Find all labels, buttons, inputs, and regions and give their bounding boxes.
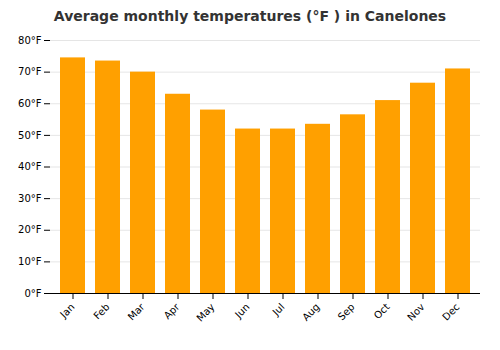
svg-text:70°F: 70°F (18, 66, 42, 77)
svg-text:Jan: Jan (57, 301, 76, 320)
svg-text:Dec: Dec (440, 301, 461, 322)
svg-text:20°F: 20°F (18, 224, 42, 235)
svg-text:Mar: Mar (126, 301, 148, 323)
svg-text:60°F: 60°F (18, 98, 42, 109)
svg-text:0°F: 0°F (24, 288, 41, 299)
svg-text:30°F: 30°F (18, 193, 42, 204)
svg-text:Jun: Jun (232, 301, 252, 321)
svg-text:40°F: 40°F (18, 161, 42, 172)
svg-text:Sep: Sep (336, 301, 357, 322)
html-text:Average monthly temperatures (: Average monthly temperatures (°F ) in Ca… (53, 8, 447, 24)
svg-text:Apr: Apr (162, 301, 183, 322)
svg-text:Oct: Oct (372, 301, 392, 321)
svg-text:May: May (194, 301, 216, 323)
svg-text:10°F: 10°F (18, 256, 42, 267)
svg-text:Aug: Aug (300, 301, 322, 323)
svg-text:Nov: Nov (405, 301, 427, 323)
svg-text:Jul: Jul (270, 301, 287, 318)
svg-text:50°F: 50°F (18, 130, 42, 141)
svg-text:80°F: 80°F (18, 35, 42, 46)
svg-text:Feb: Feb (91, 301, 111, 321)
